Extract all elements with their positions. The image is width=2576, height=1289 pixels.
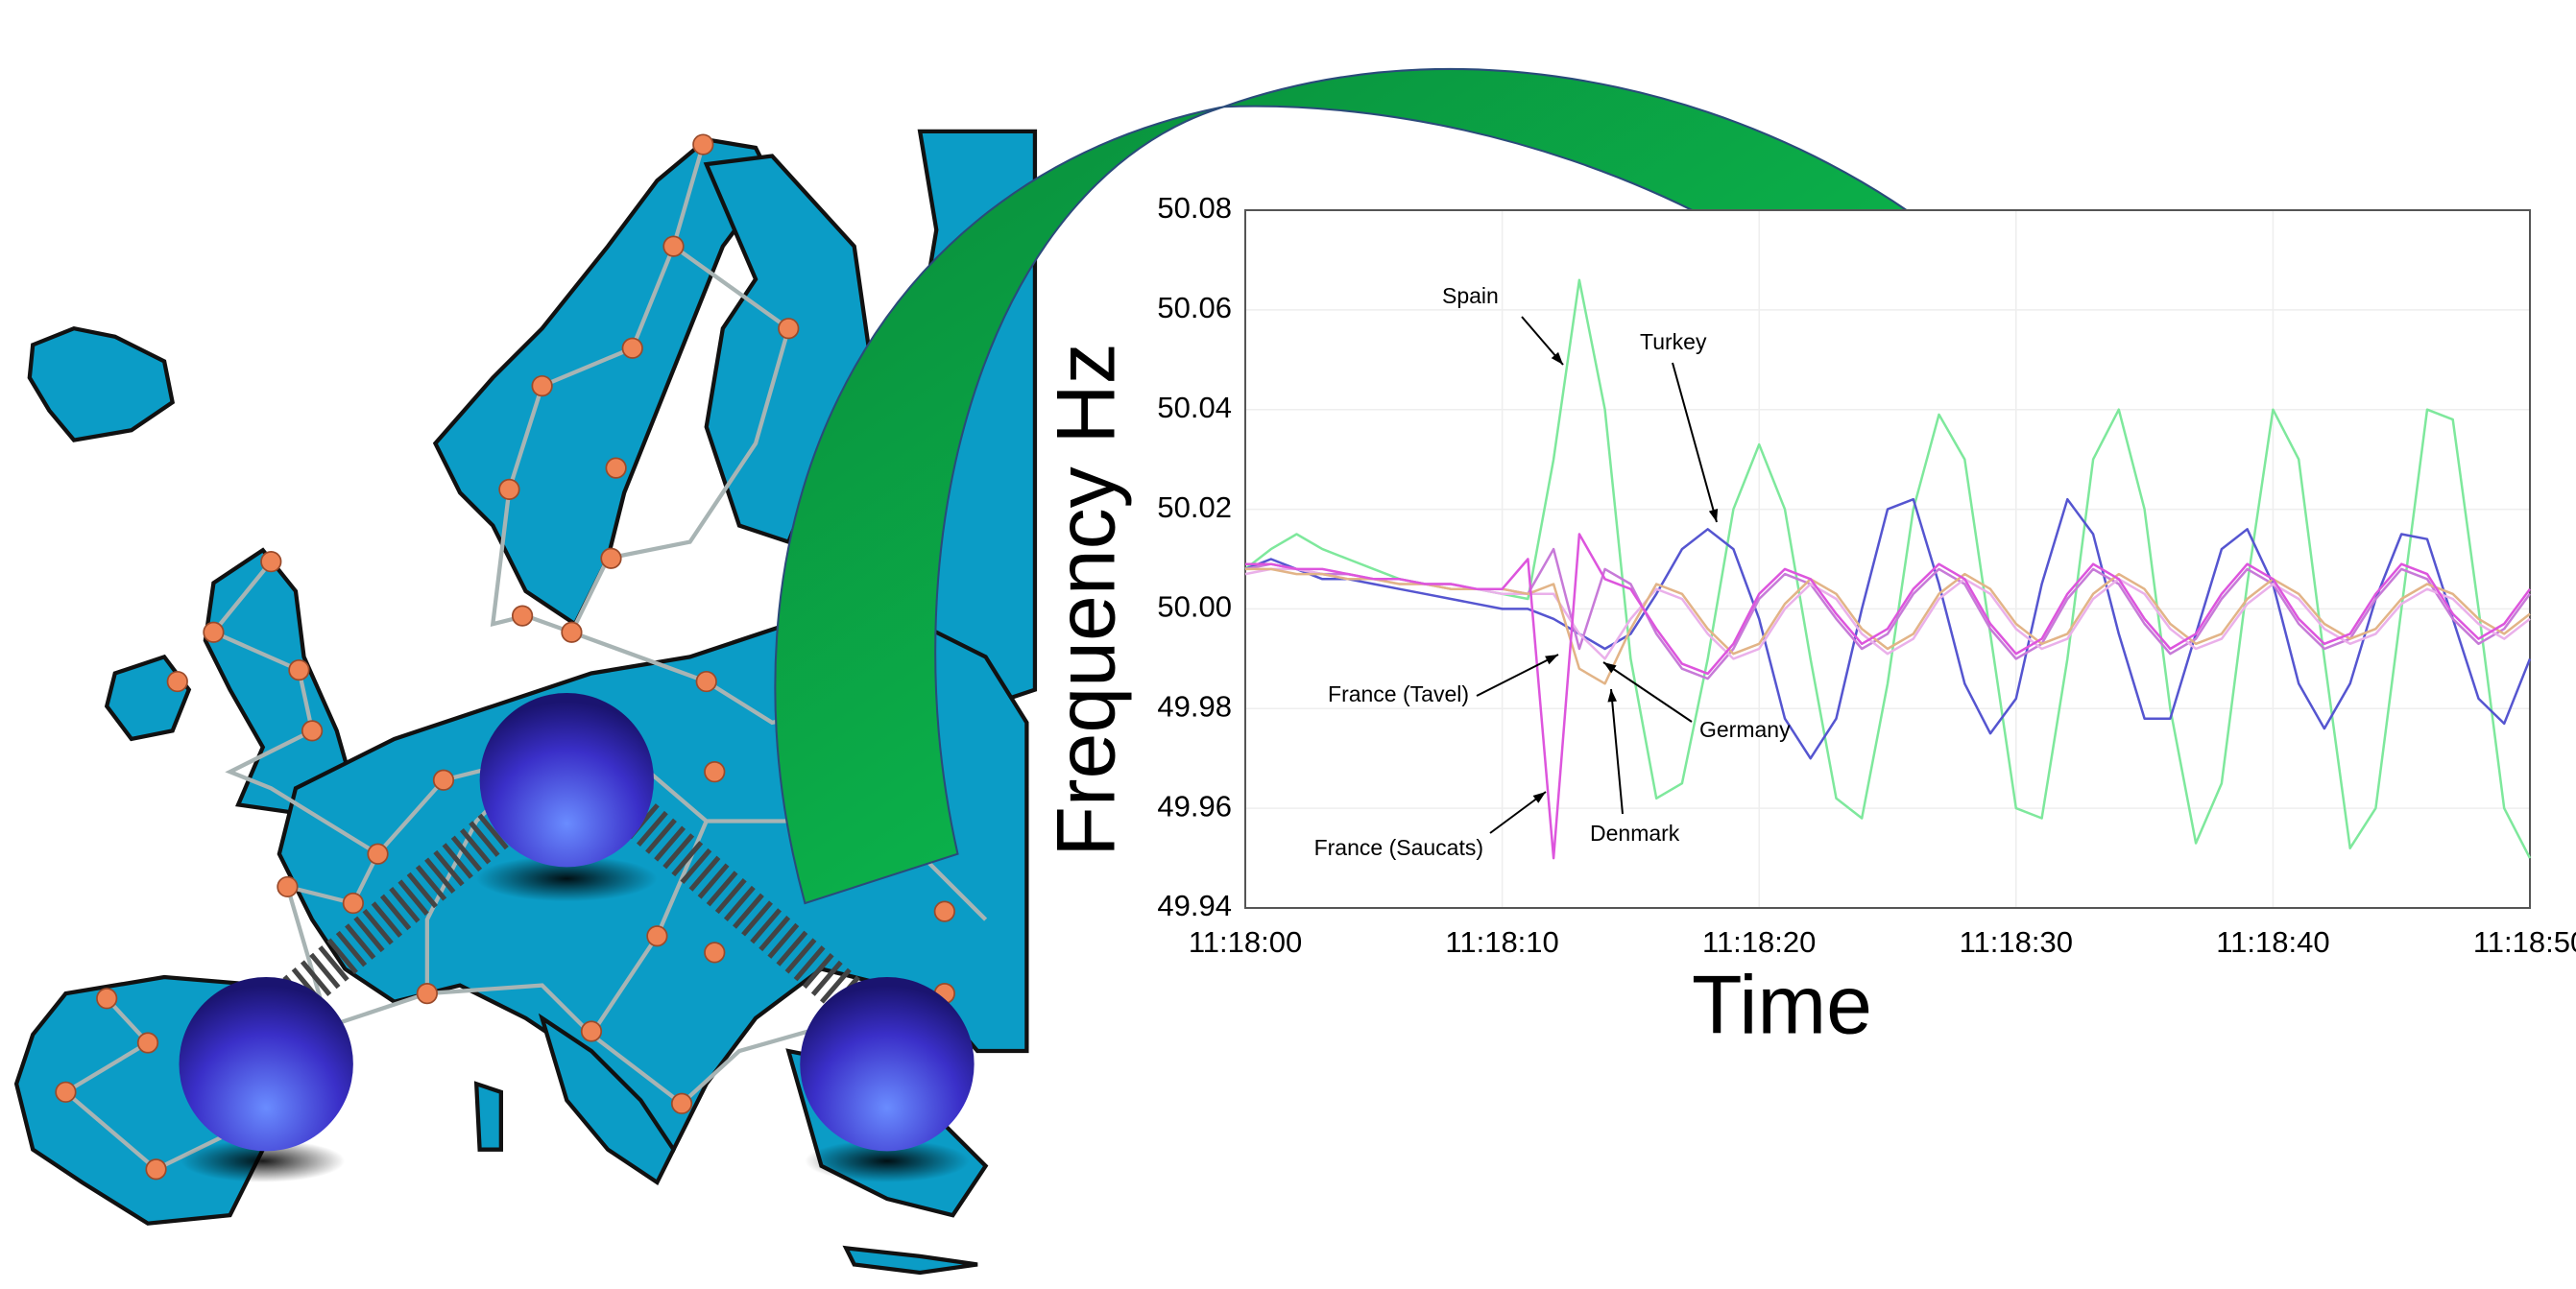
callout-arrowhead bbox=[1607, 689, 1617, 703]
y-tick-label: 49.94 bbox=[1157, 889, 1232, 922]
series-line bbox=[1245, 533, 2532, 860]
y-tick-label: 49.98 bbox=[1157, 689, 1232, 723]
series-line bbox=[1244, 497, 2532, 760]
plot-area bbox=[1245, 210, 2530, 908]
callout-arrow bbox=[1610, 688, 1624, 815]
grid-nodes bbox=[55, 133, 955, 1181]
callout-arrowhead bbox=[1545, 655, 1558, 665]
y-axis-label: Frequency Hz bbox=[1041, 343, 1133, 856]
callout-arrowhead bbox=[1708, 509, 1719, 522]
callout-arrow bbox=[1476, 654, 1559, 697]
series-label: Turkey bbox=[1640, 329, 1707, 354]
spheres bbox=[179, 693, 975, 1182]
plot-frame bbox=[1244, 209, 2531, 909]
y-tick-label: 50.08 bbox=[1157, 191, 1232, 225]
y-tick-label: 50.00 bbox=[1157, 590, 1232, 624]
x-axis-label: Time bbox=[1692, 960, 1872, 1052]
series-label: Germany bbox=[1699, 717, 1791, 742]
series-label: Denmark bbox=[1590, 821, 1680, 846]
x-tick-label: 11:18:30 bbox=[1960, 925, 2073, 959]
callout-arrowhead bbox=[1532, 792, 1546, 803]
callout-arrowhead bbox=[1603, 662, 1617, 674]
x-tick-label: 11:18:00 bbox=[1189, 925, 1302, 959]
callout-arrowhead bbox=[1551, 351, 1563, 365]
series-label: France (Saucats) bbox=[1314, 835, 1483, 860]
series-line bbox=[1245, 567, 2531, 685]
springs bbox=[274, 788, 869, 1018]
plot: 49.94 49.96 49.98 50.00 50.02 50.04 50.06 50.08… bbox=[1157, 191, 2576, 959]
y-tick-label: 50.04 bbox=[1157, 391, 1232, 424]
x-tick-label: 11:18:40 bbox=[2216, 925, 2329, 959]
y-tick-label: 50.02 bbox=[1157, 490, 1232, 524]
x-tick-label: 11:18:50 bbox=[2473, 925, 2576, 959]
y-tick-label: 49.96 bbox=[1157, 789, 1232, 823]
y-tick-label: 50.06 bbox=[1157, 291, 1232, 324]
series-label: Spain bbox=[1442, 283, 1499, 308]
callout-arrow bbox=[1672, 362, 1718, 523]
series-label: France (Tavel) bbox=[1328, 681, 1469, 706]
x-tick-label: 11:18:10 bbox=[1445, 925, 1558, 959]
x-tick-label: 11:18:20 bbox=[1702, 925, 1816, 959]
callout-arrow bbox=[1602, 661, 1693, 723]
